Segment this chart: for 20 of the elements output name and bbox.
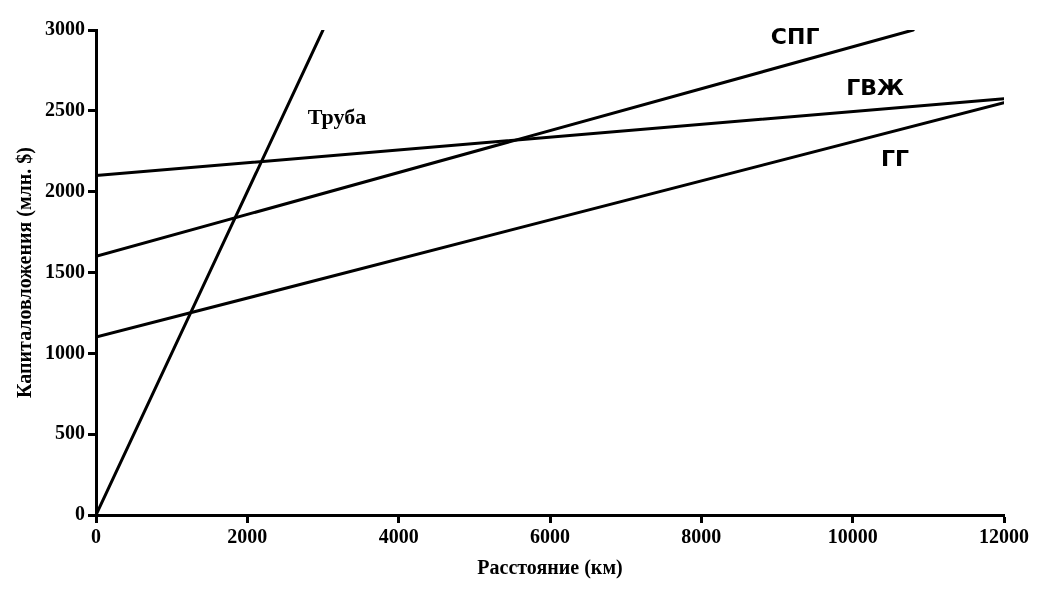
- y-tick-label: 1000: [45, 340, 85, 363]
- series-label: ГГ: [881, 145, 910, 171]
- y-tick-label: 2000: [45, 178, 85, 201]
- y-tick-label: 2500: [45, 98, 85, 121]
- x-axis-title: Расстояние (км): [477, 556, 623, 580]
- series-label: ГВЖ: [846, 74, 904, 100]
- x-tick-label: 10000: [827, 525, 878, 548]
- y-tick-label: 3000: [45, 17, 85, 40]
- y-tick-label: 0: [75, 502, 85, 525]
- series-label: Труба: [307, 103, 367, 129]
- x-tick-label: 0: [91, 525, 101, 548]
- x-tick-label: 12000: [979, 525, 1029, 548]
- x-tick-label: 4000: [378, 525, 419, 548]
- x-tick-label: 8000: [681, 525, 722, 548]
- y-tick-label: 1500: [45, 259, 85, 282]
- x-tick-label: 6000: [530, 525, 570, 548]
- y-tick-label: 500: [55, 421, 85, 444]
- series-label: СПГ: [770, 23, 820, 49]
- y-axis-title: Капиталовложения (млн. $): [13, 147, 37, 398]
- x-tick-label: 2000: [227, 525, 268, 548]
